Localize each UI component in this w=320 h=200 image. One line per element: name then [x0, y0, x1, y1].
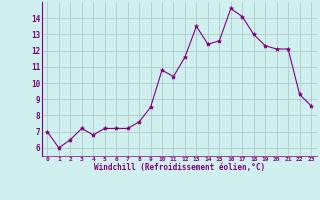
X-axis label: Windchill (Refroidissement éolien,°C): Windchill (Refroidissement éolien,°C) — [94, 163, 265, 172]
